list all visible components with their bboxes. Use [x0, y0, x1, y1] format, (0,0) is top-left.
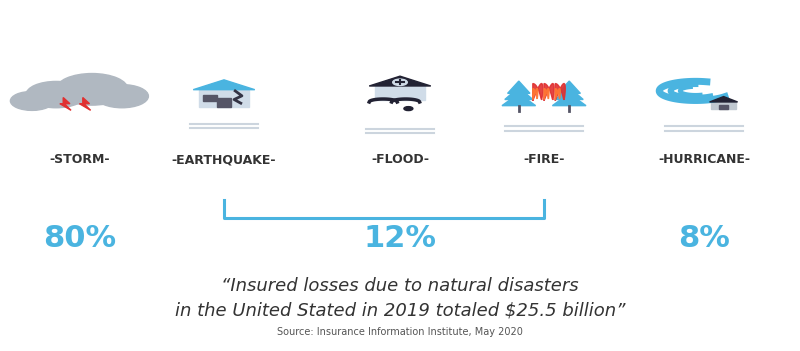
Bar	[374, 86, 426, 100]
Text: 12%: 12%	[363, 224, 437, 253]
Circle shape	[96, 85, 149, 108]
Text: -FLOOD-: -FLOOD-	[371, 153, 429, 166]
Polygon shape	[555, 84, 566, 101]
Bar	[202, 95, 217, 101]
Polygon shape	[79, 98, 90, 110]
Polygon shape	[710, 97, 738, 102]
Polygon shape	[370, 76, 430, 86]
Circle shape	[10, 92, 54, 110]
Circle shape	[26, 81, 86, 108]
Bar	[41, 93, 119, 97]
Polygon shape	[505, 87, 533, 100]
Text: in the United Stated in 2019 totaled $25.5 billion”: in the United Stated in 2019 totaled $25…	[174, 302, 626, 320]
Text: 8%: 8%	[678, 224, 730, 253]
Bar	[218, 98, 230, 107]
Polygon shape	[508, 81, 530, 93]
Polygon shape	[502, 93, 536, 106]
Bar	[199, 90, 250, 107]
Text: -EARTHQUAKE-: -EARTHQUAKE-	[172, 153, 276, 166]
Polygon shape	[194, 80, 254, 90]
Polygon shape	[544, 84, 554, 101]
Circle shape	[393, 79, 407, 86]
Polygon shape	[552, 93, 586, 106]
Text: Source: Insurance Information Institute, May 2020: Source: Insurance Information Institute,…	[277, 327, 523, 337]
Polygon shape	[555, 87, 583, 100]
Polygon shape	[555, 88, 560, 100]
Text: -STORM-: -STORM-	[50, 153, 110, 166]
Polygon shape	[60, 98, 71, 110]
Bar	[719, 105, 728, 110]
Bar	[711, 102, 736, 110]
Text: -FIRE-: -FIRE-	[523, 153, 565, 166]
Polygon shape	[558, 81, 581, 93]
Text: 80%: 80%	[43, 224, 117, 253]
Polygon shape	[533, 88, 538, 100]
Circle shape	[56, 73, 128, 105]
Text: -HURRICANE-: -HURRICANE-	[658, 153, 750, 166]
Polygon shape	[544, 88, 549, 100]
Polygon shape	[533, 84, 543, 101]
Circle shape	[404, 107, 413, 111]
Text: “Insured losses due to natural disasters: “Insured losses due to natural disasters	[221, 277, 579, 295]
